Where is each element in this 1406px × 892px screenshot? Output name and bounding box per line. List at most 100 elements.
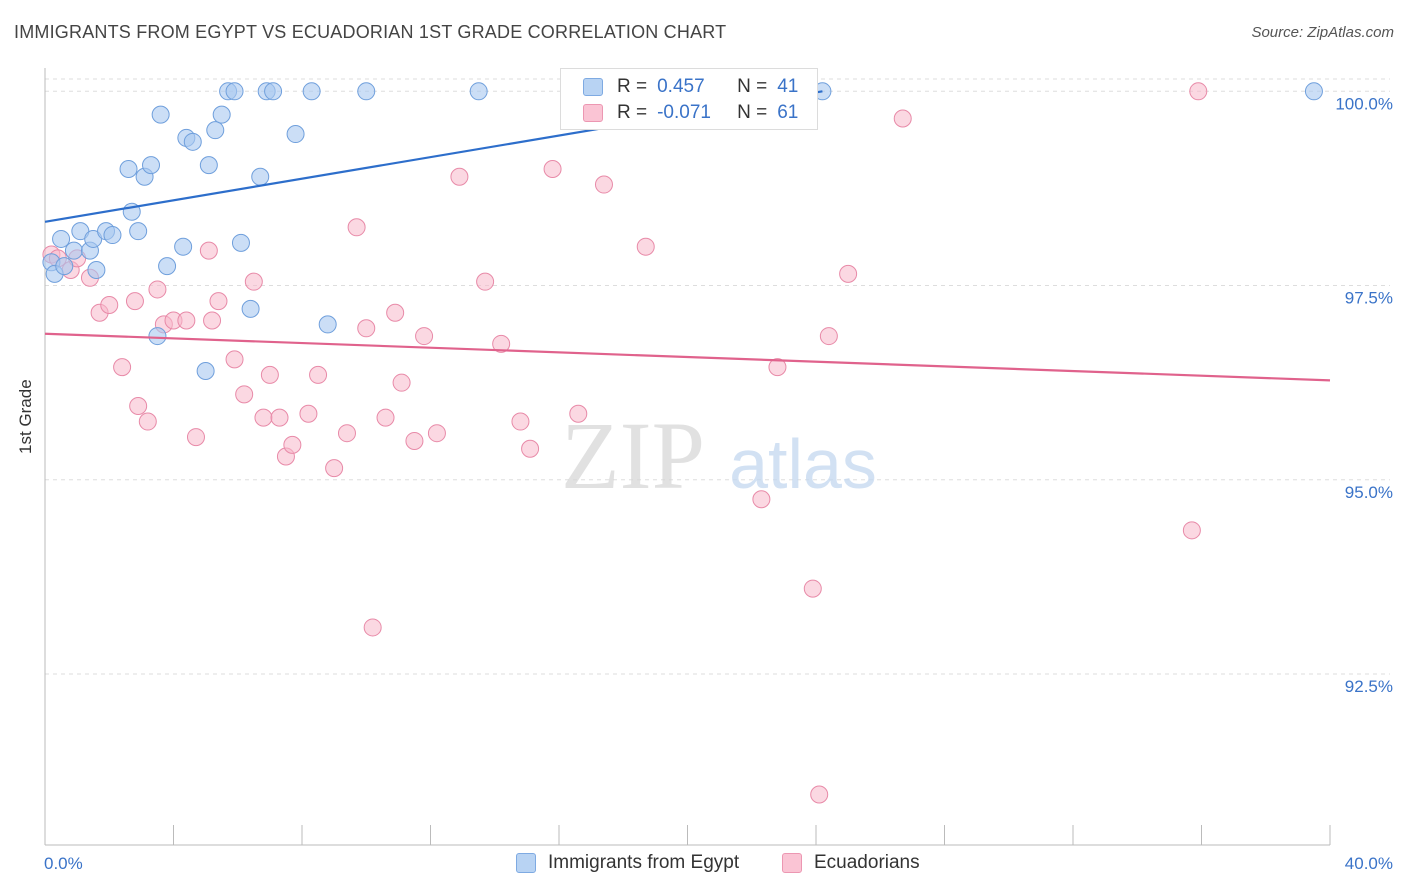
ecuadorian-point — [129, 396, 148, 415]
egypt-point — [129, 222, 148, 241]
egypt-point — [52, 229, 71, 248]
egypt-point — [196, 362, 215, 381]
tick-labels: 92.5% 95.0% 97.5% 100.0% 0.0% 40.0% — [44, 94, 1393, 873]
legend-n-value: 61 — [777, 102, 799, 123]
ecuadorian-point — [254, 408, 273, 427]
ecuadorian-point — [209, 292, 228, 311]
ecuadorian-point — [752, 490, 771, 509]
chart-source: Source: ZipAtlas.com — [1251, 24, 1394, 41]
x-tick-label-min: 0.0% — [44, 854, 83, 873]
y-tick-label: 92.5% — [1345, 677, 1393, 696]
legend-n-label: N = — [737, 76, 768, 97]
ecuadorian-point — [148, 280, 167, 299]
legend-r-value: 0.457 — [657, 76, 705, 97]
legend-r-value: -0.071 — [657, 102, 711, 123]
egypt-point — [286, 125, 305, 144]
egypt-point — [151, 105, 170, 124]
ecuador-trend-line — [44, 332, 1331, 382]
x-tick-label-max: 40.0% — [1345, 854, 1393, 873]
egypt-point — [148, 327, 167, 346]
legend-row-egypt: R = 0.457 N = 41 — [583, 74, 798, 100]
ecuadorian-point — [244, 272, 263, 291]
egypt-point — [264, 82, 283, 101]
ecuadorian-point — [810, 785, 829, 804]
egypt-point — [64, 241, 83, 260]
egypt-point — [158, 257, 177, 276]
ecuadorian-point — [225, 350, 244, 369]
y-tick-label: 97.5% — [1345, 289, 1393, 308]
ecuadorian-point — [309, 365, 328, 384]
egypt-point — [357, 82, 376, 101]
watermark-atlas: atlas — [729, 425, 877, 503]
legend-n-value: 41 — [777, 76, 799, 97]
egypt-point — [103, 226, 122, 245]
ecuadorian-point — [113, 358, 132, 377]
bottom-legend-egypt: Immigrants from Egypt — [516, 852, 739, 874]
egypt-point — [318, 315, 337, 334]
ecuadorian-point — [235, 385, 254, 404]
ecuadorian-point — [125, 292, 144, 311]
ecuadorian-point — [405, 431, 424, 450]
ecuadorian-point — [1189, 82, 1208, 101]
ecuadorian-point — [839, 264, 858, 283]
ecuadorian-point — [177, 311, 196, 330]
legend-r-label: R = — [617, 76, 648, 97]
y-tick-label: 100.0% — [1335, 94, 1393, 113]
ecuadorian-point — [392, 373, 411, 392]
ecuadorian-point — [100, 295, 119, 314]
y-tick-label: 95.0% — [1345, 483, 1393, 502]
legend-swatch-ecuador — [583, 104, 603, 122]
ecuadorian-point — [569, 404, 588, 423]
egypt-point — [241, 299, 260, 318]
correlation-legend: R = 0.457 N = 41 R = -0.071 N = 61 — [560, 68, 818, 130]
bottom-legend-label-egypt: Immigrants from Egypt — [548, 852, 740, 873]
egypt-point — [212, 105, 231, 124]
ecuadorian-point — [199, 241, 218, 260]
ecuadorian-point — [543, 160, 562, 179]
ecuadorian-point — [270, 408, 289, 427]
egypt-point — [55, 257, 74, 276]
ecuadorian-point — [376, 408, 395, 427]
ecuadorian-point — [427, 424, 446, 443]
ecuadorian-point — [363, 618, 382, 637]
ecuadorian-point — [492, 334, 511, 353]
egypt-point — [206, 121, 225, 140]
bottom-legend-label-ecuador: Ecuadorians — [814, 852, 920, 873]
chart-title: IMMIGRANTS FROM EGYPT VS ECUADORIAN 1ST … — [14, 22, 727, 42]
bottom-legend-swatch-egypt — [516, 853, 536, 873]
egypt-point — [469, 82, 488, 101]
ecuadorian-point — [819, 327, 838, 346]
ecuadorian-point — [803, 579, 822, 598]
ecuadorian-point — [347, 218, 366, 237]
ecuadorian-point — [357, 319, 376, 338]
egypt-point — [302, 82, 321, 101]
ecuadorian-point — [186, 428, 205, 447]
ecuadorian-point — [138, 412, 157, 431]
egypt-point — [142, 156, 161, 175]
ecuadorian-point — [768, 358, 787, 377]
egypt-point — [199, 156, 218, 175]
egypt-point — [174, 237, 193, 256]
bottom-legend-ecuador: Ecuadorians — [782, 852, 920, 874]
legend-n-label: N = — [737, 102, 768, 123]
ecuadorian-point — [594, 175, 613, 194]
ecuadorian-point — [511, 412, 530, 431]
egypt-point — [231, 233, 250, 252]
ecuadorian-point — [337, 424, 356, 443]
ecuadorian-point — [260, 365, 279, 384]
egypt-point — [251, 167, 270, 186]
egypt-point — [87, 261, 106, 280]
bottom-legend-swatch-ecuador — [782, 853, 802, 873]
ecuadorian-point — [450, 167, 469, 186]
ecuadorian-point — [283, 435, 302, 454]
ecuadorian-point — [203, 311, 222, 330]
egypt-point — [225, 82, 244, 101]
gridlines — [45, 78, 1390, 675]
watermark-zip: ZIP — [561, 402, 705, 509]
axes — [44, 68, 1331, 846]
egypt-point — [1304, 82, 1323, 101]
legend-r-label: R = — [617, 102, 648, 123]
legend-swatch-egypt — [583, 78, 603, 96]
egypt-point — [183, 132, 202, 151]
ecuadorian-point — [476, 272, 495, 291]
